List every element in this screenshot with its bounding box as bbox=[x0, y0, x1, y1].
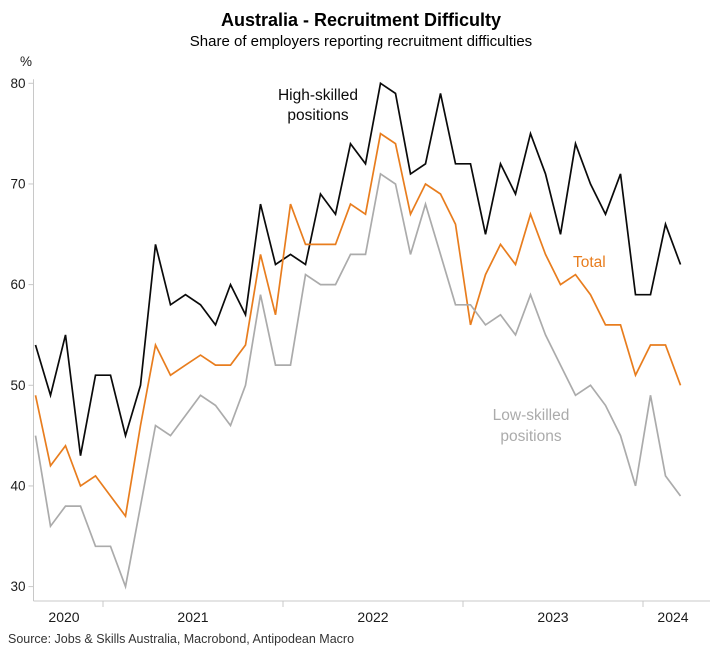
source-text: Source: Jobs & Skills Australia, Macrobo… bbox=[8, 632, 354, 646]
series-lines bbox=[34, 81, 682, 590]
x-year-label: 2021 bbox=[177, 609, 208, 625]
high-skilled-label-line2: positions bbox=[287, 107, 348, 124]
y-tick-label: 50 bbox=[10, 378, 25, 393]
y-tick-label: 30 bbox=[10, 579, 25, 594]
y-axis-unit-label: % bbox=[20, 54, 32, 69]
axes: 80 70 60 50 40 30 2020 2021 2022 2023 2024 bbox=[10, 76, 710, 625]
y-tick-label: 80 bbox=[10, 76, 25, 91]
total-line bbox=[34, 132, 682, 519]
x-year-label: 2023 bbox=[537, 609, 568, 625]
y-tick-label: 40 bbox=[10, 478, 25, 493]
high-skilled-line bbox=[34, 81, 682, 456]
chart-subtitle: Share of employers reporting recruitment… bbox=[190, 33, 532, 50]
x-year-label: 2024 bbox=[657, 609, 688, 625]
y-tick-label: 70 bbox=[10, 176, 25, 191]
high-skilled-label-line1: High-skilled bbox=[278, 87, 358, 104]
low-skilled-label-line1: Low-skilled bbox=[493, 407, 570, 424]
x-year-label: 2022 bbox=[357, 609, 388, 625]
low-skilled-line bbox=[34, 172, 682, 590]
low-skilled-label-line2: positions bbox=[500, 428, 561, 445]
chart-title: Australia - Recruitment Difficulty bbox=[221, 10, 501, 30]
x-year-label: 2020 bbox=[48, 609, 79, 625]
y-tick-label: 60 bbox=[10, 277, 25, 292]
total-label: Total bbox=[573, 254, 606, 271]
